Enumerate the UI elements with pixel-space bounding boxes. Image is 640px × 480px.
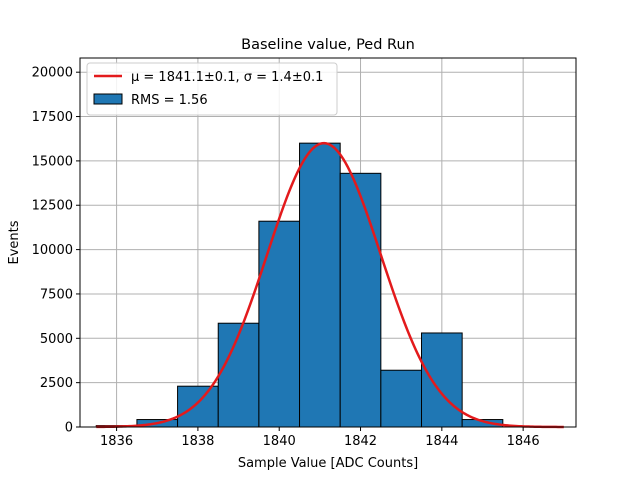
x-tick-label: 1844	[425, 434, 458, 449]
x-axis-label: Sample Value [ADC Counts]	[238, 456, 418, 471]
histogram-bar	[421, 332, 463, 428]
y-tick-label: 17500	[32, 110, 73, 125]
x-tick-label: 1846	[507, 434, 540, 449]
y-tick-label: 10000	[32, 243, 73, 258]
x-axis-ticks: 1836 1838 1840 1842 1844 1846	[100, 427, 540, 449]
y-tick-label: 0	[65, 421, 73, 436]
y-tick-label: 15000	[32, 154, 73, 169]
y-tick-label: 12500	[32, 199, 73, 214]
legend-fit-label: μ = 1841.1±0.1, σ = 1.4±0.1	[131, 70, 323, 85]
legend-histogram-swatch	[93, 93, 123, 105]
histogram-bar	[339, 172, 382, 428]
fit-curve	[96, 141, 564, 429]
x-tick-label: 1840	[263, 434, 296, 449]
legend-histogram-label: RMS = 1.56	[131, 93, 208, 108]
histogram-bar	[258, 220, 301, 428]
x-tick-label: 1842	[344, 434, 377, 449]
y-tick-label: 2500	[40, 376, 73, 391]
y-axis-label: Events	[7, 220, 22, 264]
x-tick-label: 1838	[181, 434, 214, 449]
legend-frame	[86, 62, 338, 116]
plot-frame	[79, 57, 577, 428]
histogram-bar	[380, 369, 423, 428]
x-tick-label: 1836	[100, 434, 133, 449]
y-tick-label: 20000	[32, 66, 73, 81]
histogram-bar	[299, 142, 341, 428]
y-tick-label: 7500	[40, 287, 73, 302]
gaussian-fit-line	[96, 141, 564, 429]
y-tick-label: 5000	[40, 332, 73, 347]
histogram-bar	[217, 322, 260, 428]
y-axis-ticks: 0 2500 5000 7500 10000 12500 15000 17500 20000	[32, 66, 80, 436]
legend: μ = 1841.1±0.1, σ = 1.4±0.1 RMS = 1.56	[86, 62, 338, 116]
chart-title: Baseline value, Ped Run	[241, 37, 415, 53]
histogram-bar	[177, 385, 219, 428]
